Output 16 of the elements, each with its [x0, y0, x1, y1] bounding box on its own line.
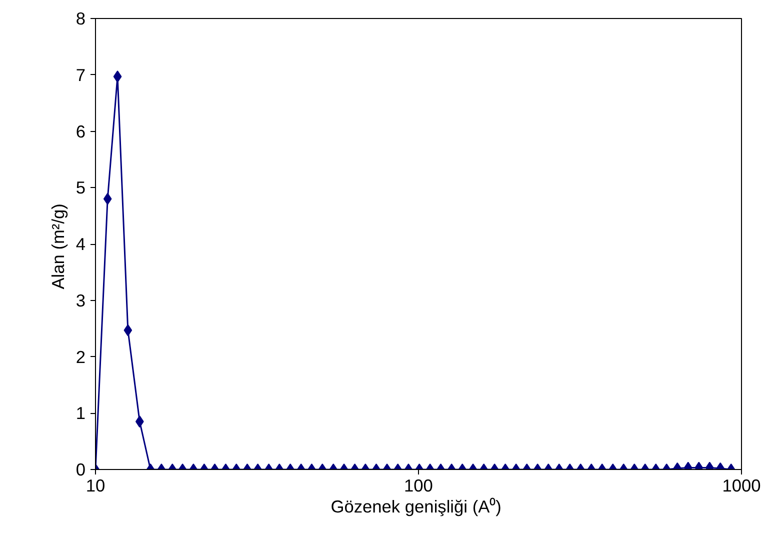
y-axis-title: Alan (m²/g) — [48, 204, 68, 290]
y-tick-label: 8 — [76, 8, 86, 28]
point — [113, 70, 122, 83]
x-tick-label: 100 — [404, 476, 433, 496]
y-tick-label: 0 — [76, 460, 86, 480]
y-tick-label: 7 — [76, 64, 86, 85]
y-tick-label: 4 — [76, 234, 86, 254]
y-tick-label: 5 — [76, 178, 86, 198]
y-tick-label: 2 — [76, 346, 86, 367]
x-axis-title: Gözenek genişliği (A⁰) — [330, 496, 502, 516]
y-tick-label: 3 — [76, 290, 86, 310]
x-tick-label: 1000 — [722, 476, 761, 496]
x-tick-label: 10 — [86, 476, 106, 496]
y-tick-label: 1 — [76, 403, 86, 424]
y-tick-label: 6 — [76, 121, 86, 142]
point — [103, 192, 112, 205]
